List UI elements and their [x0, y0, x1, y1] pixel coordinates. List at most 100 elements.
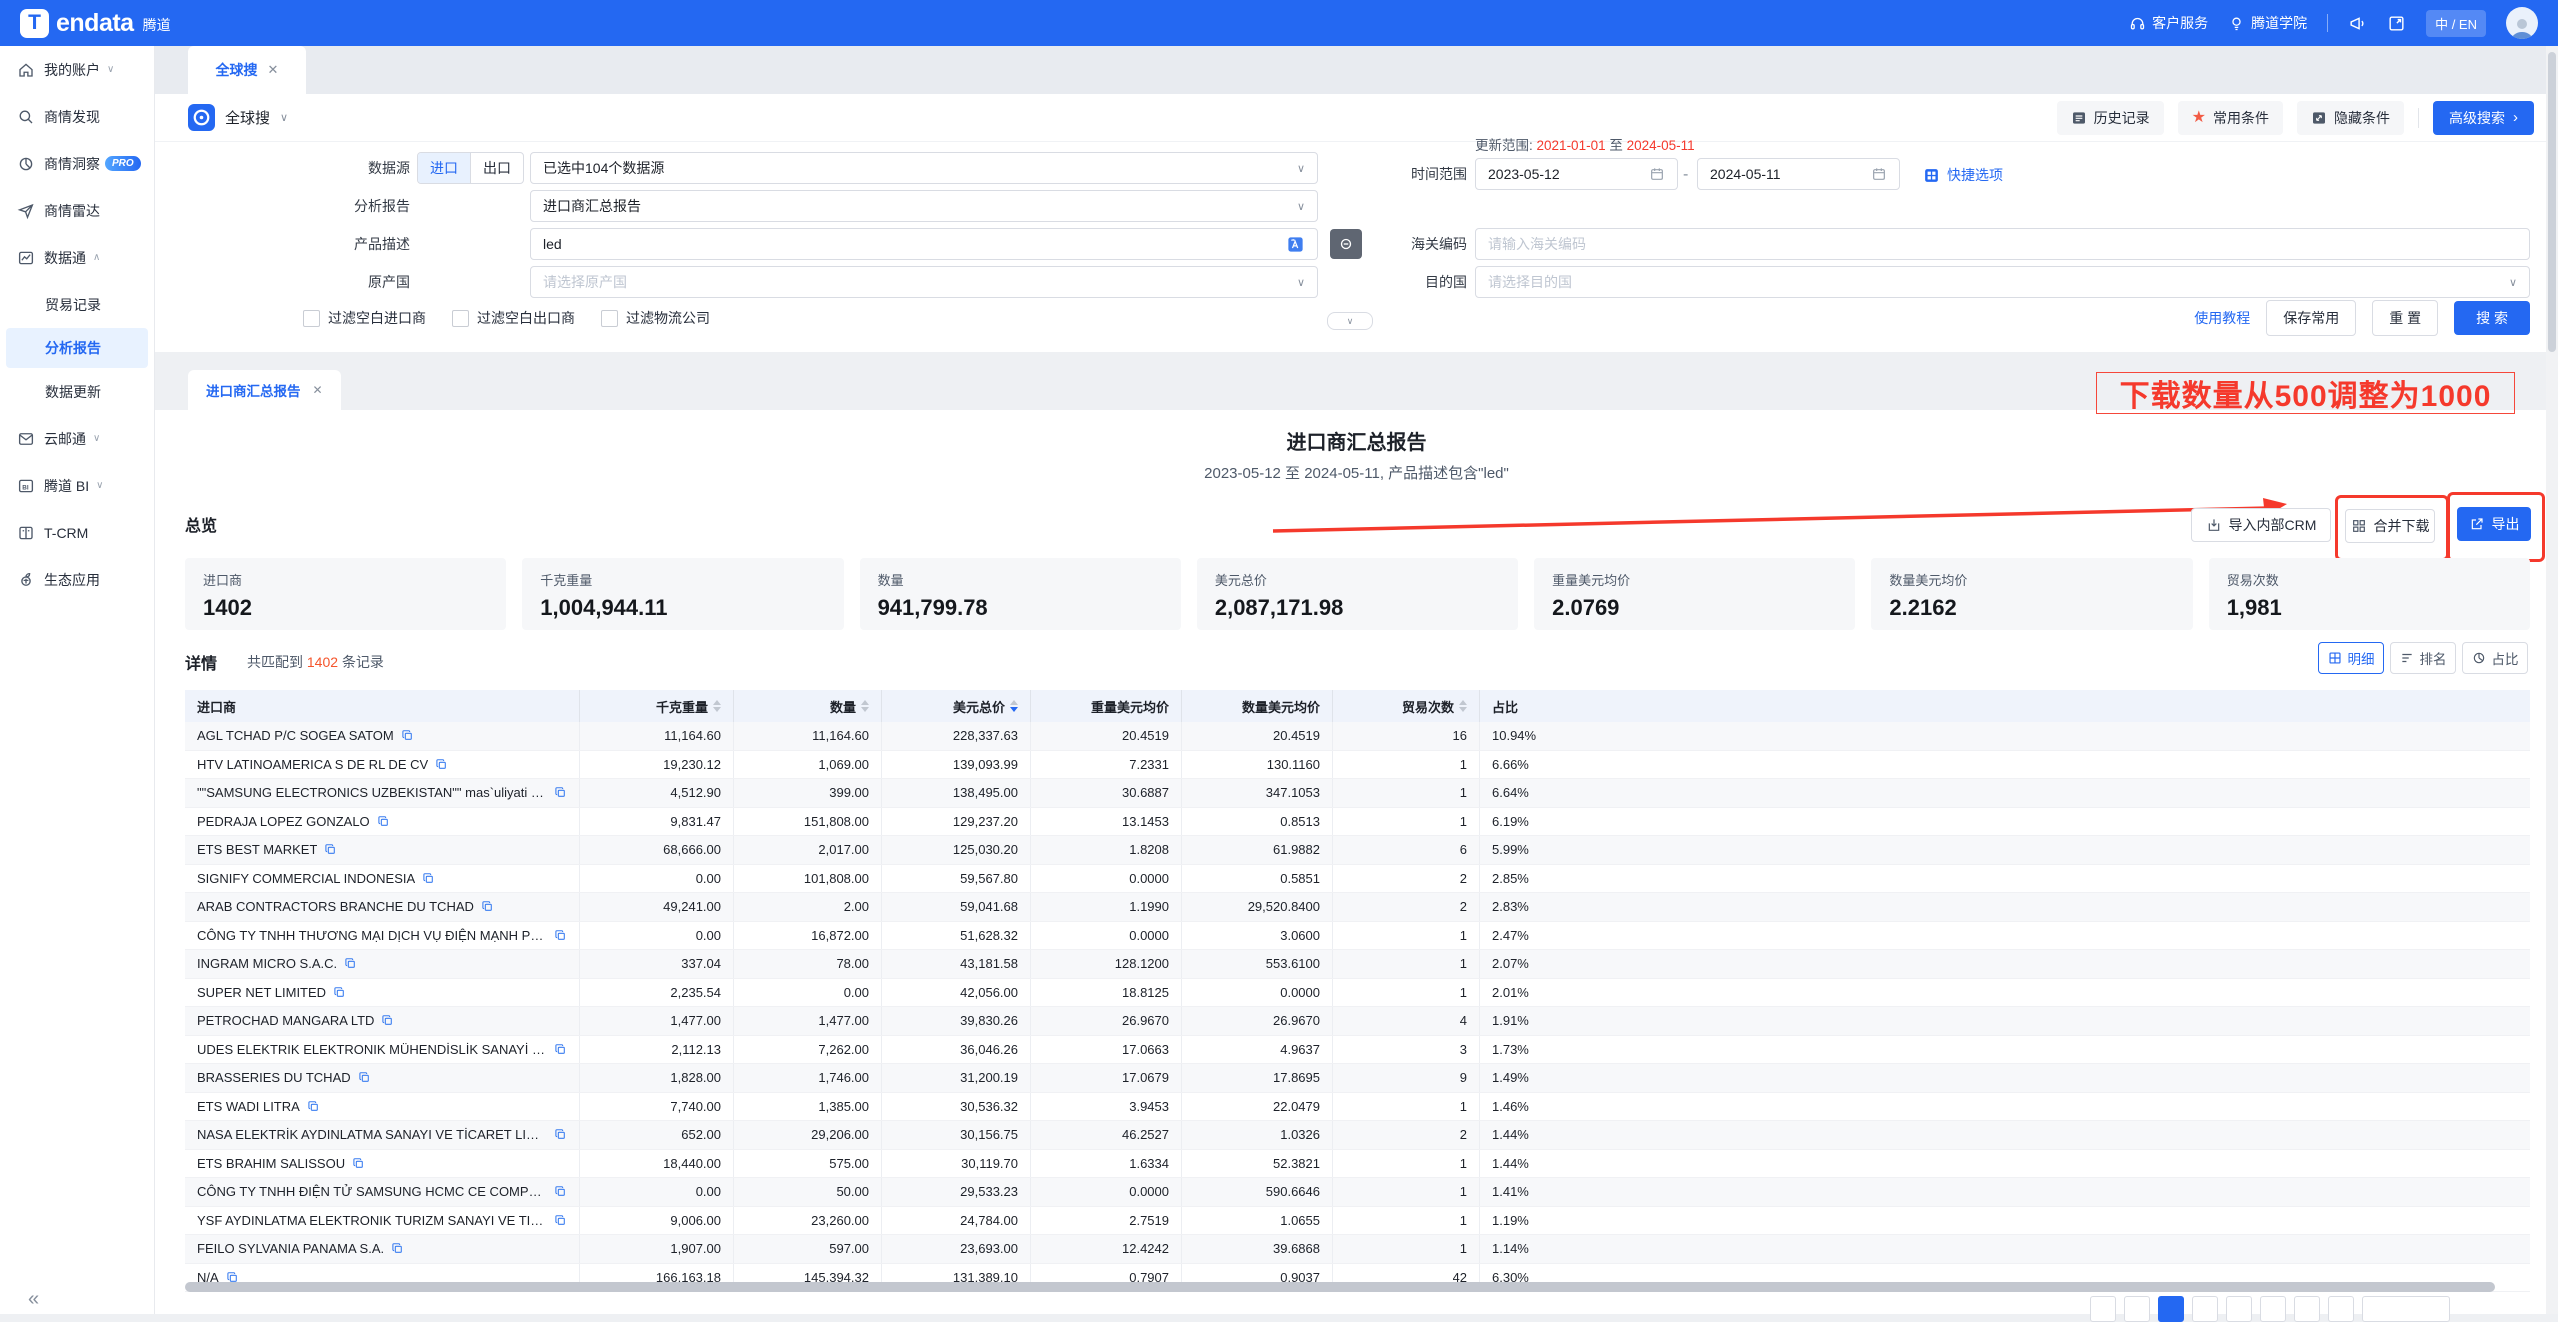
- copy-icon[interactable]: [381, 1014, 394, 1027]
- table-row[interactable]: INGRAM MICRO S.A.C.337.0478.0043,181.581…: [185, 950, 2530, 979]
- copy-icon[interactable]: [391, 1242, 404, 1255]
- pagination-page-button[interactable]: [2260, 1296, 2286, 1322]
- table-row[interactable]: HTV LATINOAMERICA S DE RL DE CV19,230.12…: [185, 751, 2530, 780]
- language-switch[interactable]: 中 / EN: [2426, 10, 2486, 37]
- copy-icon[interactable]: [554, 786, 567, 799]
- collapse-form-button[interactable]: ∨: [1327, 312, 1373, 330]
- copy-icon[interactable]: [554, 1214, 567, 1227]
- merge-download-button[interactable]: 合并下载: [2345, 509, 2435, 543]
- pagination-next-button[interactable]: [2328, 1296, 2354, 1322]
- datasource-select[interactable]: 已选中104个数据源 ∨: [530, 152, 1318, 184]
- report-type-select[interactable]: 进口商汇总报告 ∨: [530, 190, 1318, 222]
- product-desc-input[interactable]: led: [530, 228, 1318, 260]
- view-toggle-占比[interactable]: 占比: [2462, 642, 2528, 674]
- sidebar-item-生态应用[interactable]: 生态应用: [0, 556, 154, 603]
- view-toggle-排名[interactable]: 排名: [2390, 642, 2456, 674]
- table-row[interactable]: ETS BRAHIM SALISSOU18,440.00575.0030,119…: [185, 1150, 2530, 1179]
- sidebar-item-数据更新[interactable]: 数据更新: [0, 368, 154, 415]
- favorite-conditions-button[interactable]: ★ 常用条件: [2178, 101, 2283, 135]
- table-row[interactable]: ETS BEST MARKET68,666.002,017.00125,030.…: [185, 836, 2530, 865]
- sort-icon[interactable]: [713, 700, 721, 712]
- table-row[interactable]: ETS WADI LITRA7,740.001,385.0030,536.323…: [185, 1093, 2530, 1122]
- filter-checkbox[interactable]: 过滤物流公司: [601, 308, 710, 328]
- origin-select[interactable]: 请选择原产国 ∨: [530, 266, 1318, 298]
- table-row[interactable]: BRASSERIES DU TCHAD1,828.001,746.0031,20…: [185, 1064, 2530, 1093]
- copy-icon[interactable]: [333, 986, 346, 999]
- copy-icon[interactable]: [481, 900, 494, 913]
- column-header-数量[interactable]: 数量: [734, 690, 882, 722]
- table-row[interactable]: PETROCHAD MANGARA LTD1,477.001,477.0039,…: [185, 1007, 2530, 1036]
- scope-selector[interactable]: 全球搜 ∨: [188, 104, 288, 131]
- column-header-美元总价[interactable]: 美元总价: [882, 690, 1031, 722]
- fullscreen-icon[interactable]: [2387, 14, 2406, 33]
- column-header-贸易次数[interactable]: 贸易次数: [1333, 690, 1480, 722]
- table-row[interactable]: FEILO SYLVANIA PANAMA S.A.1,907.00597.00…: [185, 1235, 2530, 1264]
- vertical-scrollbar[interactable]: [2546, 46, 2558, 1314]
- sidebar-item-腾道BI[interactable]: BI腾道 BI∨: [0, 462, 154, 509]
- tab-global-search[interactable]: 全球搜 ✕: [188, 46, 306, 94]
- tutorial-link[interactable]: 使用教程: [2194, 308, 2250, 328]
- avatar[interactable]: [2506, 7, 2538, 39]
- academy-link[interactable]: 腾道学院: [2228, 13, 2307, 33]
- announcement-icon[interactable]: [2348, 14, 2367, 33]
- table-row[interactable]: CÔNG TY TNHH THƯƠNG MẠI DỊCH VỤ ĐIỆN MẠN…: [185, 922, 2530, 951]
- quick-options-button[interactable]: 快捷选项: [1923, 165, 2003, 185]
- reset-button[interactable]: 重 置: [2372, 300, 2438, 336]
- copy-icon[interactable]: [324, 843, 337, 856]
- exclude-search-button[interactable]: [1330, 229, 1362, 259]
- checkbox-icon[interactable]: [601, 310, 618, 327]
- copy-icon[interactable]: [554, 929, 567, 942]
- sidebar-item-分析报告[interactable]: 分析报告: [6, 328, 148, 368]
- import-crm-button[interactable]: 导入内部CRM: [2191, 508, 2331, 542]
- table-row[interactable]: PEDRAJA LOPEZ GONZALO9,831.47151,808.001…: [185, 808, 2530, 837]
- search-button[interactable]: 搜 索: [2454, 301, 2530, 335]
- sidebar-item-商情洞察[interactable]: 商情洞察PRO: [0, 140, 154, 187]
- close-icon[interactable]: ✕: [313, 383, 323, 397]
- table-row[interactable]: YSF AYDINLATMA ELEKTRONIK TURIZM SANAYI …: [185, 1207, 2530, 1236]
- save-common-button[interactable]: 保存常用: [2266, 300, 2356, 336]
- pagination-page-button[interactable]: [2124, 1296, 2150, 1322]
- copy-icon[interactable]: [554, 1185, 567, 1198]
- sidebar-item-商情雷达[interactable]: 商情雷达: [0, 187, 154, 234]
- copy-icon[interactable]: [422, 872, 435, 885]
- copy-icon[interactable]: [358, 1071, 371, 1084]
- customer-service-link[interactable]: 客户服务: [2129, 13, 2208, 33]
- horizontal-scrollbar[interactable]: [185, 1282, 2495, 1292]
- sort-icon[interactable]: [861, 700, 869, 712]
- column-header-千克重量[interactable]: 千克重量: [580, 690, 734, 722]
- sort-icon[interactable]: [1010, 700, 1018, 712]
- export-button[interactable]: 导出: [2457, 507, 2531, 541]
- pagination-page-button[interactable]: [2192, 1296, 2218, 1322]
- tendata-logo[interactable]: T endata 腾道: [20, 9, 171, 38]
- copy-icon[interactable]: [344, 957, 357, 970]
- checkbox-icon[interactable]: [452, 310, 469, 327]
- view-toggle-明细[interactable]: 明细: [2318, 642, 2384, 674]
- hide-conditions-button[interactable]: 隐藏条件: [2297, 101, 2404, 135]
- sort-icon[interactable]: [1459, 700, 1467, 712]
- table-row[interactable]: CÔNG TY TNHH ĐIỆN TỬ SAMSUNG HCMC CE COM…: [185, 1178, 2530, 1207]
- sidebar-item-T-CRM[interactable]: T-CRM: [0, 509, 154, 556]
- pagination-prev-button[interactable]: [2090, 1296, 2116, 1322]
- copy-icon[interactable]: [435, 758, 448, 771]
- table-row[interactable]: UDES ELEKTRIK ELEKTRONIK MÜHENDİSLİK SAN…: [185, 1036, 2530, 1065]
- sidebar-item-数据通[interactable]: 数据通∧: [0, 234, 154, 281]
- page-size-select[interactable]: [2362, 1296, 2450, 1322]
- table-row[interactable]: NASA ELEKTRİK AYDINLATMA SANAYI VE TİCAR…: [185, 1121, 2530, 1150]
- export-toggle[interactable]: 出口: [470, 153, 523, 183]
- copy-icon[interactable]: [307, 1100, 320, 1113]
- sidebar-item-商情发现[interactable]: 商情发现: [0, 93, 154, 140]
- copy-icon[interactable]: [554, 1043, 567, 1056]
- close-icon[interactable]: ✕: [268, 62, 279, 78]
- copy-icon[interactable]: [401, 729, 414, 742]
- pagination-page-button[interactable]: [2158, 1296, 2184, 1322]
- sidebar-collapse-button[interactable]: «: [28, 1288, 39, 1311]
- copy-icon[interactable]: [377, 815, 390, 828]
- translate-icon[interactable]: [1286, 235, 1305, 254]
- sidebar-item-我的账户[interactable]: 我的账户∨: [0, 46, 154, 93]
- copy-icon[interactable]: [554, 1128, 567, 1141]
- table-row[interactable]: ""SAMSUNG ELECTRONICS UZBEKISTAN"" mas`u…: [185, 779, 2530, 808]
- date-from-input[interactable]: 2023-05-12: [1475, 158, 1678, 190]
- pagination-page-button[interactable]: [2226, 1296, 2252, 1322]
- import-export-toggle[interactable]: 进口 出口: [417, 152, 524, 184]
- pagination-page-button[interactable]: [2294, 1296, 2320, 1322]
